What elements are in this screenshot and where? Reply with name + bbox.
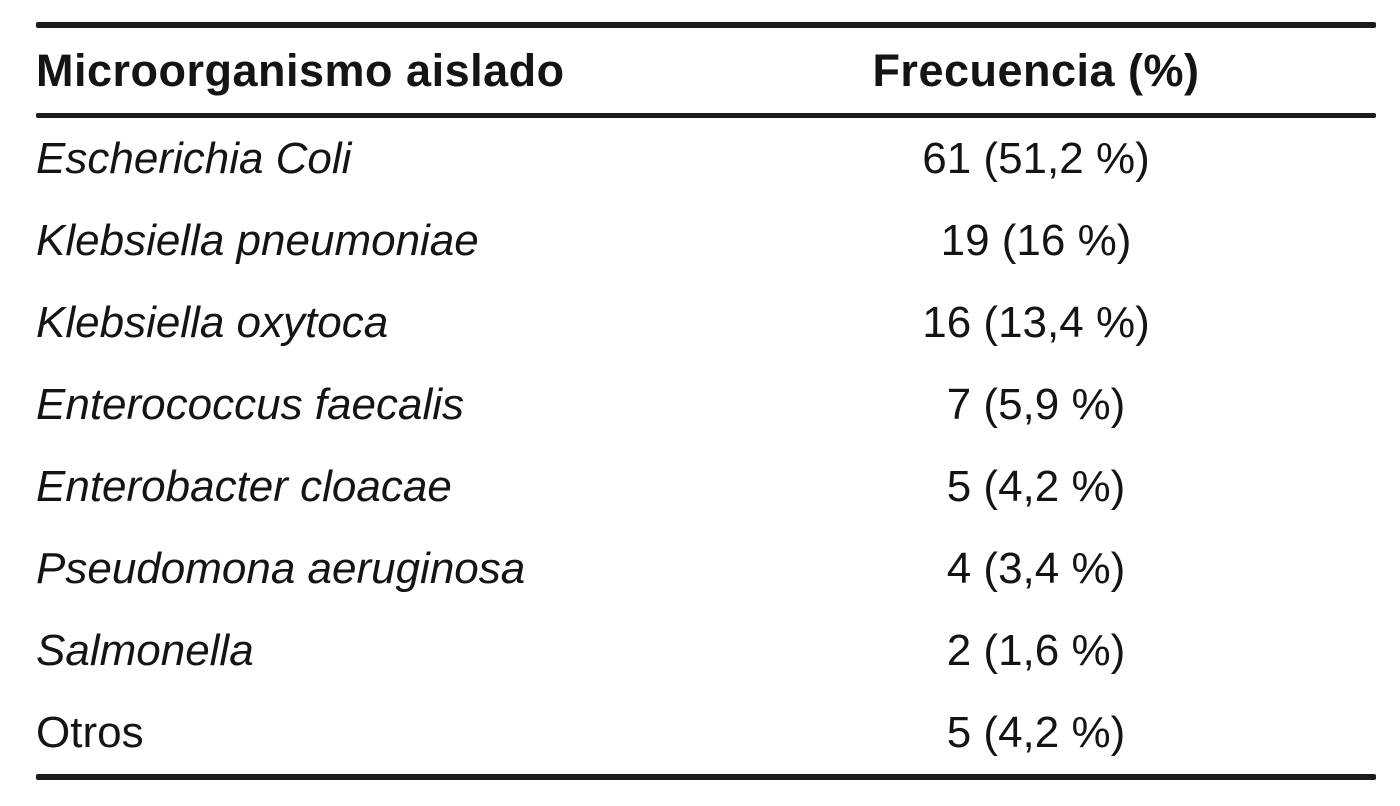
organism-frequency: 16 (13,4 %) (922, 298, 1150, 347)
table-header-rule (36, 113, 1376, 118)
table-bottom-rule (36, 774, 1376, 780)
organism-frequency: 4 (3,4 %) (946, 544, 1126, 593)
organism-name: Enterococcus faecalis (36, 380, 464, 429)
organism-frequency: 7 (5,9 %) (946, 380, 1126, 429)
table-row: Klebsiella pneumoniae 19 (16 %) (36, 200, 1376, 282)
organism-name: Klebsiella oxytoca (36, 298, 389, 347)
organism-name: Enterobacter cloacae (36, 462, 452, 511)
header-microorganism: Microorganismo aislado (36, 44, 565, 96)
table-row: Otros 5 (4,2 %) (36, 692, 1376, 774)
table-header-row: Microorganismo aislado Frecuencia (%) (36, 28, 1376, 113)
table-top-rule (36, 22, 1376, 28)
organism-name: Klebsiella pneumoniae (36, 216, 479, 265)
table-row: Klebsiella oxytoca 16 (13,4 %) (36, 282, 1376, 364)
organism-frequency: 5 (4,2 %) (946, 708, 1126, 757)
table-row: Enterobacter cloacae 5 (4,2 %) (36, 446, 1376, 528)
table-row: Pseudomona aeruginosa 4 (3,4 %) (36, 528, 1376, 610)
organism-name: Escherichia Coli (36, 134, 352, 183)
organism-frequency: 19 (16 %) (940, 216, 1132, 265)
header-frequency: Frecuencia (%) (872, 44, 1200, 96)
organism-name: Otros (36, 708, 144, 757)
organism-frequency: 5 (4,2 %) (946, 462, 1126, 511)
microorganism-frequency-table: Microorganismo aislado Frecuencia (%) Es… (0, 22, 1400, 780)
table-row: Escherichia Coli 61 (51,2 %) (36, 118, 1376, 200)
organism-name: Pseudomona aeruginosa (36, 544, 526, 593)
organism-frequency: 2 (1,6 %) (946, 626, 1126, 675)
table-row: Salmonella 2 (1,6 %) (36, 610, 1376, 692)
organism-frequency: 61 (51,2 %) (922, 134, 1150, 183)
organism-name: Salmonella (36, 626, 254, 675)
table-row: Enterococcus faecalis 7 (5,9 %) (36, 364, 1376, 446)
